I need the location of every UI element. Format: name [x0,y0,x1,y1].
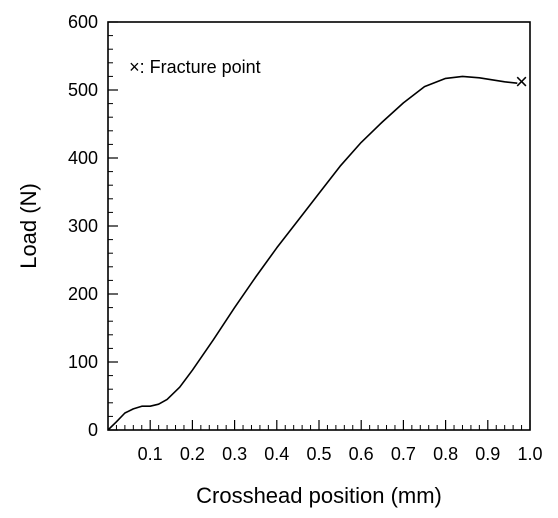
minor-ticks [108,35,523,430]
y-tick-label: 200 [68,284,98,304]
y-tick-label: 600 [68,12,98,32]
y-tick-label: 300 [68,216,98,236]
y-axis-label: Load (N) [16,183,41,269]
series-line-0 [107,75,518,431]
major-ticks [108,21,531,431]
x-tick-label: 0.8 [433,444,458,464]
x-tick-label: 0.4 [264,444,289,464]
x-tick-label: 0.1 [138,444,163,464]
y-tick-label: 400 [68,148,98,168]
x-tick-label: 0.3 [222,444,247,464]
plot-frame [107,21,531,431]
x-tick-label: 0.6 [349,444,374,464]
x-tick-label: 0.2 [180,444,205,464]
annotation-layer: ×: Fracture point [129,57,261,77]
fracture-point-marker: × [515,69,528,94]
legend-annotation: ×: Fracture point [129,57,261,77]
marker-layer: × [515,69,528,94]
y-tick-label: 100 [68,352,98,372]
y-tick-label: 0 [88,420,98,440]
y-tick-label: 500 [68,80,98,100]
tick-labels: 0.1 0.2 0.3 0.4 0.5 0.6 0.7 0.8 0.9 1.0 0 100 200 300… [68,12,543,464]
x-tick-label: 0.9 [475,444,500,464]
x-axis-label: Crosshead position (mm) [196,483,442,508]
x-tick-label: 1.0 [517,444,542,464]
series-layer [107,75,518,431]
x-tick-label: 0.7 [391,444,416,464]
x-tick-label: 0.5 [306,444,331,464]
